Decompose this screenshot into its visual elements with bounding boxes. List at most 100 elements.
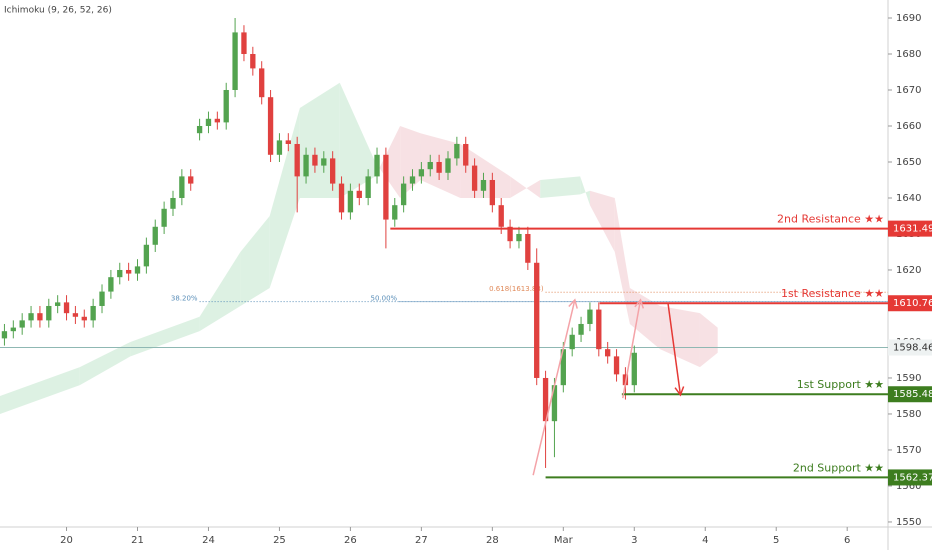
- level-label: 1st Support ★★: [797, 378, 884, 391]
- price-box-label: 1562.37: [893, 472, 932, 483]
- arrow: [532, 299, 576, 476]
- x-tick-label: 24: [202, 535, 215, 546]
- candle-body: [418, 169, 425, 177]
- candle-body: [1, 331, 8, 339]
- level-label: 2nd Support ★★: [793, 461, 884, 474]
- candle-body: [72, 313, 79, 317]
- cloud-segment: [339, 82, 376, 198]
- candle-body: [330, 158, 336, 184]
- candle-body: [578, 323, 584, 335]
- cloud-segment: [299, 82, 340, 198]
- cloud-segment: [79, 341, 131, 386]
- candle-body: [28, 313, 34, 321]
- candle-body: [285, 140, 291, 144]
- fib-label: 50.00%: [370, 295, 397, 303]
- candle-body: [445, 158, 451, 173]
- candle-body: [400, 183, 407, 206]
- candle-body: [19, 320, 25, 328]
- candle-body: [152, 226, 158, 245]
- candle-body: [347, 190, 354, 213]
- candle-body: [321, 158, 327, 166]
- x-tick-label: 26: [344, 535, 357, 546]
- y-tick-label: 1570: [896, 445, 921, 456]
- candle-body: [259, 68, 265, 98]
- candle-body: [596, 309, 602, 350]
- x-tick-label: 6: [844, 535, 850, 546]
- candle-body: [55, 302, 61, 306]
- candle-body: [250, 53, 256, 69]
- candle-body: [63, 302, 70, 314]
- level-label: 2nd Resistance ★★: [777, 213, 884, 226]
- y-tick-label: 1620: [896, 265, 921, 276]
- candle-body: [409, 176, 416, 184]
- y-tick-label: 1650: [896, 157, 921, 168]
- arrow: [667, 302, 682, 395]
- cloud-segment: [0, 367, 80, 414]
- candle-body: [303, 154, 309, 177]
- candle-body: [631, 352, 637, 386]
- y-tick-label: 1660: [896, 121, 921, 132]
- candle-body: [454, 143, 460, 159]
- candle-body: [525, 233, 531, 263]
- price-box: [888, 339, 932, 356]
- y-tick-label: 1670: [896, 85, 921, 96]
- y-tick-label: 1590: [896, 373, 921, 384]
- price-box: [888, 295, 932, 312]
- x-tick-label: 20: [60, 535, 73, 546]
- y-tick-label: 1580: [896, 409, 921, 420]
- candle-body: [516, 233, 522, 242]
- candle-body: [81, 316, 87, 321]
- cloud-segment: [269, 107, 300, 288]
- arrow-head: [674, 386, 685, 397]
- cloud-segment: [130, 316, 200, 357]
- candle-body: [356, 190, 362, 198]
- price-box-label: 1631.49: [893, 224, 932, 235]
- candle-body: [534, 262, 540, 378]
- candle-body: [613, 356, 620, 375]
- price-box-label: 1598.46: [893, 343, 932, 354]
- candle-body: [560, 349, 566, 386]
- candle-body: [232, 32, 238, 90]
- candle-body: [241, 32, 247, 54]
- indicator-title: Ichimoku (9, 26, 52, 26): [4, 6, 112, 16]
- y-tick-label: 1640: [896, 193, 921, 204]
- cloud-segment: [510, 176, 541, 198]
- candle-body: [294, 143, 300, 177]
- price-box-label: 1610.76: [893, 298, 932, 309]
- fib-label: 0.618(1613.83): [489, 285, 544, 293]
- cloud-segment: [240, 215, 270, 306]
- level-label: 1st Resistance ★★: [781, 287, 884, 300]
- price-box: [888, 220, 932, 237]
- arrow-head: [568, 298, 578, 309]
- candle-body: [569, 334, 575, 350]
- candle-body: [338, 183, 345, 213]
- price-box-label: 1585.48: [893, 389, 932, 400]
- candle-body: [134, 266, 141, 274]
- candle-body: [99, 291, 105, 306]
- candle-body: [125, 269, 132, 274]
- fib-label: 38.20%: [171, 295, 198, 303]
- candle-body: [161, 208, 167, 227]
- candle-body: [471, 165, 478, 191]
- candle-body: [365, 176, 371, 198]
- x-tick-label: 3: [631, 535, 637, 546]
- candle-body: [46, 305, 52, 321]
- candle-body: [10, 327, 16, 332]
- x-tick-label: 4: [702, 535, 708, 546]
- candle-body: [117, 269, 123, 278]
- candle-body: [498, 205, 504, 227]
- candle-body: [392, 205, 398, 220]
- candle-body: [507, 226, 513, 242]
- candle-body: [37, 313, 43, 321]
- cloud-segment: [400, 125, 421, 198]
- candle-body: [605, 349, 611, 357]
- candle-body: [179, 176, 185, 198]
- y-tick-label: 1690: [896, 13, 921, 24]
- candle-body: [267, 97, 274, 155]
- candle-body: [196, 125, 203, 134]
- x-tick-label: Mar: [554, 535, 574, 546]
- candle-body: [223, 89, 229, 123]
- cloud-segment: [540, 176, 581, 198]
- candle-body: [214, 118, 221, 123]
